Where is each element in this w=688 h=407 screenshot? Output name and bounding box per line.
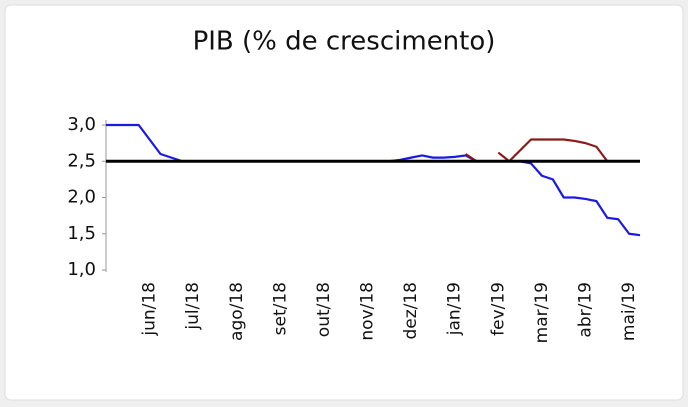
x-tick-label: dez/18 (401, 282, 421, 340)
series-line (497, 138, 609, 163)
x-tick-label: nov/18 (358, 282, 378, 341)
y-tick-label: 1,5 (67, 223, 96, 244)
card (4, 4, 684, 401)
y-tick-label: 1,0 (67, 259, 96, 280)
y-tick-label: 2,0 (67, 187, 96, 208)
x-tick-label: mai/19 (619, 282, 639, 341)
x-tick-label: mar/19 (532, 282, 552, 343)
x-tick-label: out/18 (314, 282, 334, 337)
x-tick-label: jun/18 (140, 282, 160, 337)
chart-title: PIB (% de crescimento) (193, 27, 496, 57)
y-tick-label: 2,5 (67, 150, 96, 171)
x-tick-label: jul/18 (183, 282, 203, 331)
x-tick-label: jan/19 (445, 282, 465, 336)
x-tick-label: ago/18 (227, 282, 247, 341)
y-tick-label: 3,0 (67, 114, 96, 135)
x-tick-label: abr/19 (576, 282, 596, 338)
x-tick-label: fev/19 (488, 282, 508, 336)
x-tick-label: set/18 (270, 282, 290, 335)
